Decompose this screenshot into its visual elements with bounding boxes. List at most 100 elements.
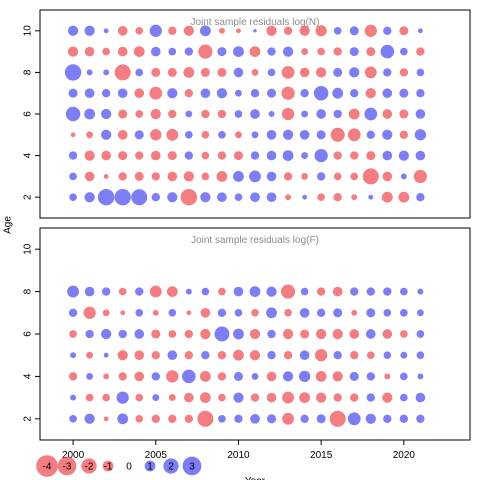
residual-bubble <box>65 106 81 122</box>
panel-title: Joint sample residuals log(F) <box>191 235 319 246</box>
residual-bubble <box>350 151 359 160</box>
residual-bubble <box>316 172 326 181</box>
residual-bubble <box>233 328 244 340</box>
residual-bubble <box>86 372 94 380</box>
residual-bubble <box>416 68 425 77</box>
residual-bubble <box>382 150 393 161</box>
residual-bubble <box>415 150 426 161</box>
residual-bubble <box>349 67 360 78</box>
residual-bubble <box>118 287 127 296</box>
residual-bubble <box>84 192 95 203</box>
residual-bubble <box>166 286 178 297</box>
residual-bubble <box>333 172 342 181</box>
residual-bubble <box>349 329 360 339</box>
residual-bubble <box>84 25 95 36</box>
residual-bubble <box>151 67 161 77</box>
y-tick-label: 6 <box>23 111 34 117</box>
residual-bubble <box>316 109 326 119</box>
residual-bubble <box>67 25 79 36</box>
residual-bubble <box>85 393 94 402</box>
residual-bubble <box>415 392 426 403</box>
residual-bubble <box>135 414 144 423</box>
residual-bubble <box>347 412 361 426</box>
panel-1: Joint sample residuals log(N) 2 4 6 8 10 <box>23 9 471 219</box>
residual-bubble <box>281 284 296 299</box>
residual-bubble <box>201 130 210 139</box>
residual-bubble <box>400 173 407 180</box>
residual-bubble <box>400 287 408 296</box>
residual-bubble <box>84 88 95 99</box>
residual-bubble <box>266 25 277 36</box>
residual-bubble <box>131 189 148 206</box>
residual-bubble <box>70 394 77 401</box>
residual-bubble <box>266 192 277 203</box>
residual-bubble <box>302 194 308 200</box>
residual-bubble <box>332 371 343 382</box>
residual-bubble <box>400 308 408 317</box>
residual-bubble <box>135 287 144 296</box>
residual-bubble <box>184 414 194 423</box>
y-tick-label: 8 <box>23 288 34 294</box>
residual-bubble <box>266 286 277 297</box>
residual-bubble <box>217 67 227 77</box>
residual-bubble <box>399 88 409 98</box>
residual-bubble <box>86 131 94 139</box>
residual-bubble <box>283 351 293 360</box>
residual-bubble <box>101 89 111 98</box>
residual-bubble <box>167 350 178 361</box>
residual-bubble <box>380 44 395 59</box>
residual-bubble <box>167 171 178 182</box>
residual-bubble <box>117 350 128 361</box>
residual-bubble <box>300 287 309 296</box>
residual-bubble <box>366 47 376 57</box>
residual-bubble <box>234 414 243 423</box>
residual-bubble <box>317 47 325 56</box>
residual-bubble <box>301 172 309 180</box>
residual-bubble <box>70 352 77 359</box>
residual-bubble <box>332 87 344 99</box>
residual-bubble <box>316 130 326 140</box>
residual-bubble <box>201 151 210 160</box>
x-tick-label: 2010 <box>227 450 250 461</box>
legend-bubble <box>81 458 97 474</box>
residual-bubble <box>150 108 161 120</box>
residual-bubble <box>333 47 342 56</box>
residual-bubble <box>383 287 392 296</box>
residual-bubble <box>197 410 214 427</box>
residual-bubble <box>97 189 115 206</box>
residual-bubble <box>168 47 177 56</box>
y-tick-label: 2 <box>23 416 34 422</box>
residual-bubble <box>217 372 227 381</box>
residual-bubble <box>249 46 261 57</box>
residual-bubble <box>416 414 425 423</box>
residual-bubble <box>103 373 110 380</box>
residual-bubble <box>368 194 374 200</box>
residual-bubble <box>417 373 424 380</box>
residual-bubble <box>218 27 225 34</box>
residual-bubble <box>366 151 376 161</box>
residual-bubble <box>150 150 161 161</box>
residual-bubble <box>417 288 424 295</box>
residual-bubble <box>266 392 277 403</box>
residual-bubble <box>282 371 294 382</box>
residual-bubble <box>281 66 295 79</box>
residual-bubble <box>251 68 259 76</box>
residual-bubble <box>118 172 127 181</box>
residual-bubble <box>315 371 327 382</box>
residual-bubble <box>399 130 409 139</box>
residual-bubble <box>416 193 425 202</box>
residual-bubble <box>117 129 128 140</box>
residual-bubble <box>317 193 325 202</box>
residual-bubble <box>233 67 244 78</box>
residual-bubble <box>101 129 112 140</box>
residual-bubble <box>400 330 408 338</box>
residual-bubble <box>282 412 294 425</box>
residual-bubble <box>250 109 260 119</box>
residual-bubble <box>383 414 392 423</box>
residual-bubble <box>134 350 145 361</box>
residual-bubble <box>383 26 392 35</box>
x-tick-label: 2000 <box>62 450 85 461</box>
residual-bubble <box>152 394 160 402</box>
residual-bubble <box>350 287 359 296</box>
residual-bubble <box>266 371 277 382</box>
